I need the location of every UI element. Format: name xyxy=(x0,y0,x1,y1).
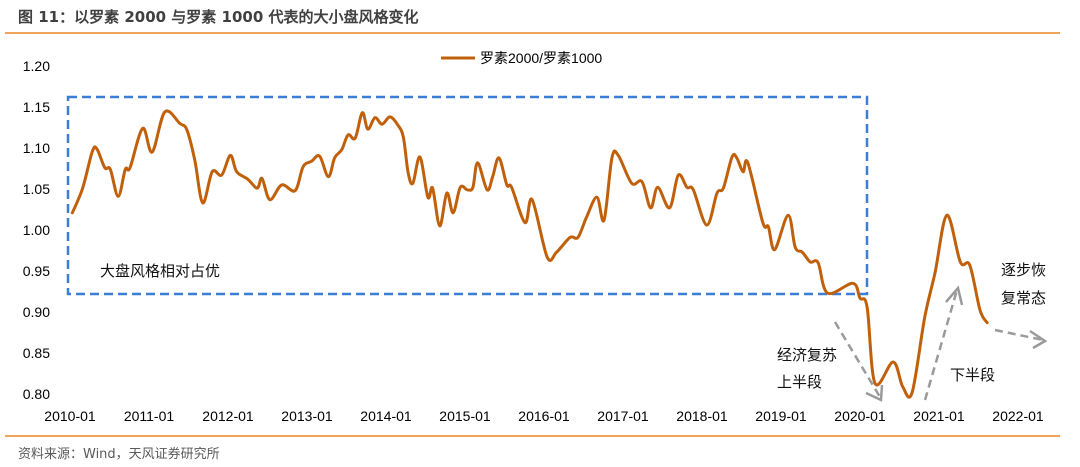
x-axis: 2010-01 2011-01 2012-01 2013-01 2014-01 2015-… xyxy=(44,408,1044,424)
x-tick-label: 2018-01 xyxy=(676,408,728,424)
right-arrow-head xyxy=(1029,329,1048,350)
x-tick-label: 2013-01 xyxy=(281,408,333,424)
figure-title: 图 11：以罗素 2000 与罗素 1000 代表的大小盘风格变化 xyxy=(18,8,419,26)
phase2-label: 下半段 xyxy=(950,366,995,384)
y-tick-label: 1.15 xyxy=(23,99,50,115)
series-line-russell2000-russell1000 xyxy=(70,109,989,399)
y-axis: 0.80 0.85 0.90 0.95 1.00 1.05 1.10 1.15 1.20 xyxy=(23,58,50,402)
x-tick-label: 2021-01 xyxy=(913,408,965,424)
y-tick-label: 1.00 xyxy=(23,222,50,238)
x-tick-label: 2020-01 xyxy=(834,408,886,424)
y-tick-label: 0.90 xyxy=(23,304,50,320)
right-arrow-line xyxy=(994,328,1044,342)
source-note: 资料来源：Wind，天风证券研究所 xyxy=(18,447,220,462)
x-tick-label: 2012-01 xyxy=(202,408,254,424)
y-tick-label: 0.85 xyxy=(23,345,50,361)
phase3-label-line2: 复常态 xyxy=(1001,289,1046,307)
y-tick-label: 1.10 xyxy=(23,140,50,156)
phase3-label-line1: 逐步恢 xyxy=(1001,261,1046,279)
up-arrow-head xyxy=(945,285,964,306)
y-tick-label: 0.95 xyxy=(23,263,50,279)
x-tick-label: 2017-01 xyxy=(597,408,649,424)
box-label: 大盘风格相对占优 xyxy=(100,262,220,280)
up-arrow-line xyxy=(923,289,959,401)
x-tick-label: 2019-01 xyxy=(755,408,807,424)
legend-label: 罗素2000/罗素1000 xyxy=(480,50,602,66)
arrows xyxy=(833,285,1048,402)
y-tick-label: 1.05 xyxy=(23,181,50,197)
y-tick-label: 0.80 xyxy=(23,386,50,402)
title-rule xyxy=(5,32,1060,34)
down-arrow-line xyxy=(833,321,882,398)
y-tick-label: 1.20 xyxy=(23,58,50,74)
phase1-label-line1: 经济复苏 xyxy=(777,346,837,364)
x-tick-label: 2015-01 xyxy=(439,408,491,424)
x-tick-label: 2022-01 xyxy=(992,408,1044,424)
large-cap-dominance-box xyxy=(66,95,869,296)
x-tick-label: 2016-01 xyxy=(518,408,570,424)
source-rule xyxy=(5,435,1060,437)
down-arrow-head xyxy=(865,384,884,402)
x-tick-label: 2014-01 xyxy=(360,408,412,424)
x-tick-label: 2011-01 xyxy=(124,408,175,424)
phase1-label-line2: 上半段 xyxy=(777,373,822,391)
x-tick-label: 2010-01 xyxy=(44,408,96,424)
